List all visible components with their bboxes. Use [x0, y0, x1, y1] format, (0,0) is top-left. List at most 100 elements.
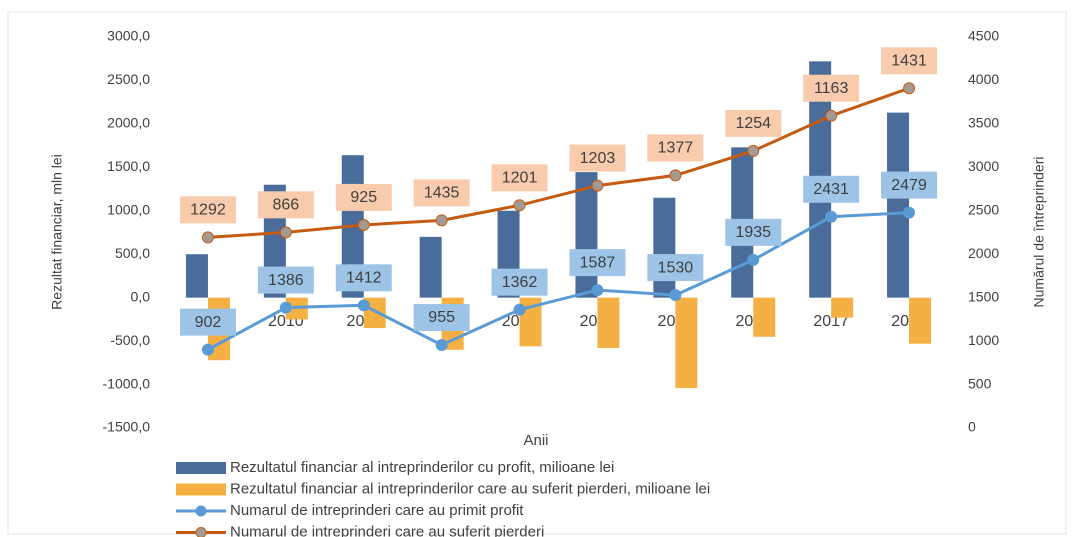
legend-entry: Numarul de intreprinderi care au suferit…: [176, 523, 544, 537]
data-label: 925: [335, 183, 392, 211]
data-label-box: [335, 264, 392, 292]
y2-tick-label: 1000: [968, 332, 999, 348]
bar: [753, 297, 776, 337]
line-marker: [513, 303, 526, 316]
data-label: 2479: [881, 171, 938, 199]
data-label-text: 1377: [658, 140, 694, 157]
data-label-text: 1435: [424, 185, 460, 202]
data-label-box: [881, 47, 938, 75]
line-marker: [591, 179, 604, 192]
legend-marker: [195, 527, 207, 537]
chart-frame: [7, 11, 1067, 535]
line-marker: [747, 144, 760, 157]
line-marker: [201, 343, 214, 356]
data-label-text: 1587: [580, 254, 616, 271]
data-label-text: 955: [428, 309, 455, 326]
line-marker: [669, 169, 682, 182]
y-tick-label: 2000,0: [107, 115, 150, 131]
y2-tick-label: 4000: [968, 71, 999, 87]
data-label-text: 1362: [502, 274, 538, 291]
data-label-text: 1203: [580, 150, 616, 167]
data-label-text: 1201: [502, 170, 538, 187]
data-label-box: [647, 134, 704, 162]
data-label-text: 902: [195, 314, 222, 331]
data-label-text: 2431: [813, 181, 849, 198]
y2-tick-label: 1500: [968, 288, 999, 304]
data-label: 1201: [491, 164, 548, 192]
data-label-text: 1254: [735, 115, 771, 132]
line-marker: [435, 214, 448, 227]
y-tick-label: 1000,0: [107, 201, 150, 217]
bar: [831, 297, 854, 318]
line-marker: [903, 82, 916, 95]
y-axis-title: Rezultat financiar, mln lei: [49, 154, 65, 310]
x-axis-title: Anii: [523, 432, 548, 449]
data-label: 1254: [725, 109, 782, 137]
data-label-text: 1292: [190, 202, 226, 219]
y2-tick-label: 0: [968, 419, 976, 435]
y-tick-label: 3000,0: [107, 28, 150, 44]
data-label-text: 925: [350, 189, 377, 206]
y-tick-label: 2500,0: [107, 71, 150, 87]
data-label: 1587: [569, 249, 626, 277]
data-label-text: 1431: [891, 52, 927, 69]
data-label-text: 2479: [891, 177, 927, 194]
bar: [419, 236, 442, 298]
y2-tick-label: 500: [968, 375, 992, 391]
y2-tick-label: 2000: [968, 245, 999, 261]
data-label-text: 1163: [814, 80, 849, 97]
data-label: 2431: [803, 175, 860, 203]
line: [207, 86, 910, 239]
y-tick-label: -1500,0: [103, 419, 151, 435]
data-label-text: 1530: [658, 259, 694, 276]
data-label: 1530: [647, 254, 704, 282]
data-label-box: [647, 254, 704, 282]
legend-label: Rezultatul financiar al intreprinderilor…: [230, 459, 614, 476]
bar: [887, 112, 910, 298]
line-marker: [825, 210, 838, 223]
data-label-box: [491, 268, 548, 296]
data-label: 1362: [491, 268, 548, 296]
data-label-text: 1935: [735, 224, 771, 241]
data-label-box: [725, 218, 782, 246]
y-tick-label: -1000,0: [103, 375, 151, 391]
data-label: 866: [257, 191, 314, 219]
bar: [909, 297, 932, 344]
bar: [185, 254, 208, 298]
data-label: 1292: [179, 196, 236, 224]
line-marker: [903, 206, 916, 219]
data-label-box: [569, 144, 626, 172]
data-label-box: [725, 109, 782, 137]
y2-tick-label: 3500: [968, 115, 999, 131]
line-marker: [591, 284, 604, 297]
legend-entry: Rezultatul financiar al intreprinderilor…: [176, 480, 710, 497]
line-marker: [669, 289, 682, 302]
data-label-text: 1386: [268, 272, 304, 289]
data-label: 1435: [413, 179, 470, 207]
data-label: 1935: [725, 218, 782, 246]
legend-label: Numarul de intreprinderi care au suferit…: [230, 523, 544, 537]
data-label-text: 866: [272, 197, 299, 214]
data-label-box: [179, 196, 236, 224]
data-label-box: [179, 308, 236, 336]
data-label: 1163: [803, 74, 860, 102]
data-label-box: [803, 175, 860, 203]
y-tick-label: 0,0: [131, 288, 151, 304]
data-label-box: [257, 191, 314, 219]
legend-swatch: [176, 483, 226, 496]
bar: [653, 197, 676, 298]
line-marker: [279, 301, 292, 314]
data-label-box: [491, 164, 548, 192]
data-label: 1386: [257, 266, 314, 294]
legend-marker: [195, 505, 207, 517]
data-label: 1377: [647, 134, 704, 162]
y2-axis-title: Numărul de întreprinderi: [1031, 157, 1047, 308]
data-label-box: [413, 179, 470, 207]
data-label-box: [881, 171, 938, 199]
y2-tick-label: 2500: [968, 201, 999, 217]
data-label: 1431: [881, 47, 938, 75]
legend-label: Numarul de intreprinderi care au primit …: [230, 502, 524, 519]
legend-swatch: [176, 462, 226, 474]
line-marker: [435, 339, 448, 352]
line-marker: [357, 299, 370, 312]
